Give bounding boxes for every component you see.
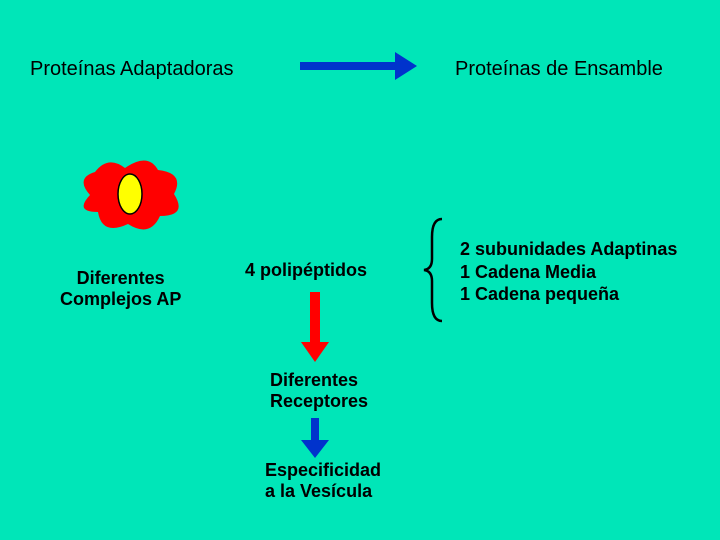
arrow-top-head — [395, 52, 417, 80]
protein-blob-icon — [70, 150, 190, 240]
label-subunidades-list: 2 subunidades Adaptinas 1 Cadena Media 1… — [460, 238, 677, 306]
brace-icon — [420, 215, 450, 325]
arrow-mid-shaft — [310, 292, 320, 342]
label-4-polipeptidos: 4 polipéptidos — [245, 260, 367, 281]
title-proteinas-adaptadoras: Proteínas Adaptadoras — [30, 58, 233, 81]
label-especificidad: Especificidad a la Vesícula — [265, 460, 381, 502]
arrow-bottom-shaft — [311, 418, 319, 440]
title-proteinas-ensamble: Proteínas de Ensamble — [455, 58, 663, 81]
arrow-bottom-head — [301, 440, 329, 458]
label-diferentes-receptores: Diferentes Receptores — [270, 370, 368, 412]
arrow-mid-head — [301, 342, 329, 362]
label-diferentes-complejos: Diferentes Complejos AP — [60, 268, 181, 310]
diagram-stage: Proteínas Adaptadoras Proteínas de Ensam… — [0, 0, 720, 540]
arrow-top-shaft — [300, 62, 395, 70]
